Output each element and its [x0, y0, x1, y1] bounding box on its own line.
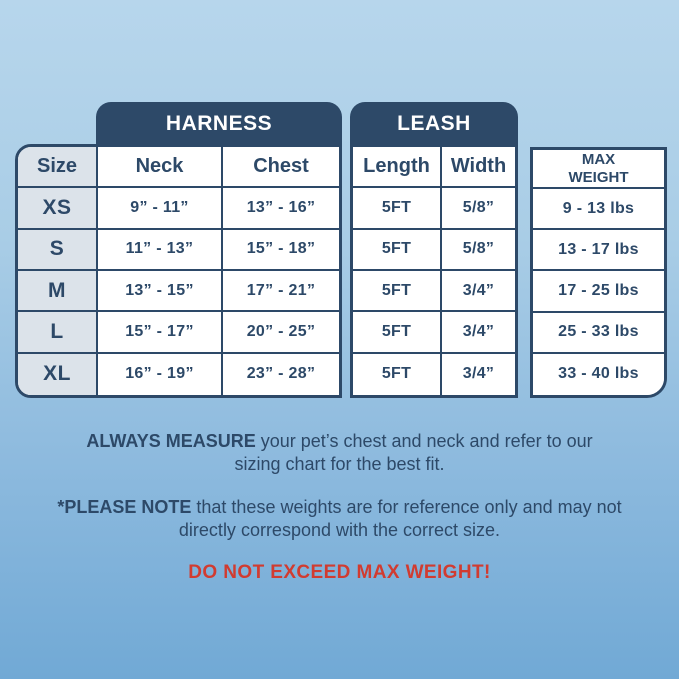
neck-range-s: 11” - 13” [98, 229, 223, 271]
chest-range-l: 20” - 25” [223, 312, 339, 354]
leash-width-xl: 3/4” [442, 353, 515, 395]
leash-group-header: LEASH [350, 102, 518, 146]
harness-size-table: Size Neck Chest XS 9” - 11” 13” - 16” S … [15, 144, 342, 398]
max-weight-column-header: MAX WEIGHT [533, 150, 664, 189]
measure-note-lead: ALWAYS MEASURE [86, 431, 256, 451]
measure-note-rest: your pet’s chest and neck and refer to o… [234, 431, 593, 475]
please-note-rest: that these weights are for reference onl… [178, 497, 622, 541]
max-weight-m: 17 - 25 lbs [533, 271, 664, 313]
max-weight-warning: DO NOT EXCEED MAX WEIGHT! [188, 562, 491, 583]
please-note-lead: *PLEASE NOTE [57, 497, 192, 517]
neck-range-l: 15” - 17” [98, 312, 223, 354]
size-column-header: Size [18, 147, 98, 189]
leash-width-s: 5/8” [442, 229, 515, 271]
leash-length-xs: 5FT [353, 188, 442, 230]
neck-range-xs: 9” - 11” [98, 188, 223, 230]
leash-length-l: 5FT [353, 312, 442, 354]
max-weight-s: 13 - 17 lbs [533, 230, 664, 272]
max-weight-xl: 33 - 40 lbs [533, 353, 664, 395]
leash-group-label: LEASH [397, 112, 471, 135]
please-note: *PLEASE NOTE that these weights are for … [0, 496, 679, 543]
leash-length-m: 5FT [353, 270, 442, 313]
width-column-header: Width [442, 147, 515, 189]
max-weight-table: MAX WEIGHT 9 - 13 lbs 13 - 17 lbs 17 - 2… [530, 147, 667, 398]
size-label-xl: XL [18, 353, 98, 395]
size-label-m: M [18, 270, 98, 313]
measure-note-text: ALWAYS MEASURE your pet’s chest and neck… [67, 430, 612, 477]
size-label-xs: XS [18, 188, 98, 230]
chest-range-xl: 23” - 28” [223, 353, 339, 395]
leash-length-s: 5FT [353, 229, 442, 271]
chest-column-header: Chest [223, 147, 339, 189]
neck-range-xl: 16” - 19” [98, 353, 223, 395]
harness-group-label: HARNESS [165, 112, 273, 135]
chest-range-m: 17” - 21” [223, 270, 339, 313]
leash-width-m: 3/4” [442, 270, 515, 313]
chest-range-s: 15” - 18” [223, 229, 339, 271]
max-weight-l: 25 - 33 lbs [533, 312, 664, 354]
neck-range-m: 13” - 15” [98, 270, 223, 313]
measure-note: ALWAYS MEASURE your pet’s chest and neck… [0, 430, 679, 477]
chest-range-xs: 13” - 16” [223, 188, 339, 230]
leash-length-xl: 5FT [353, 353, 442, 395]
length-column-header: Length [353, 147, 442, 189]
size-label-s: S [18, 229, 98, 271]
max-weight-xs: 9 - 13 lbs [533, 189, 664, 231]
size-label-l: L [18, 312, 98, 354]
leash-width-l: 3/4” [442, 312, 515, 354]
please-note-text: *PLEASE NOTE that these weights are for … [57, 496, 622, 543]
harness-group-header: HARNESS [96, 102, 342, 146]
leash-table: Length Width 5FT 5/8” 5FT 5/8” 5FT 3/4” … [350, 144, 518, 398]
neck-column-header: Neck [98, 147, 223, 189]
leash-width-xs: 5/8” [442, 188, 515, 230]
